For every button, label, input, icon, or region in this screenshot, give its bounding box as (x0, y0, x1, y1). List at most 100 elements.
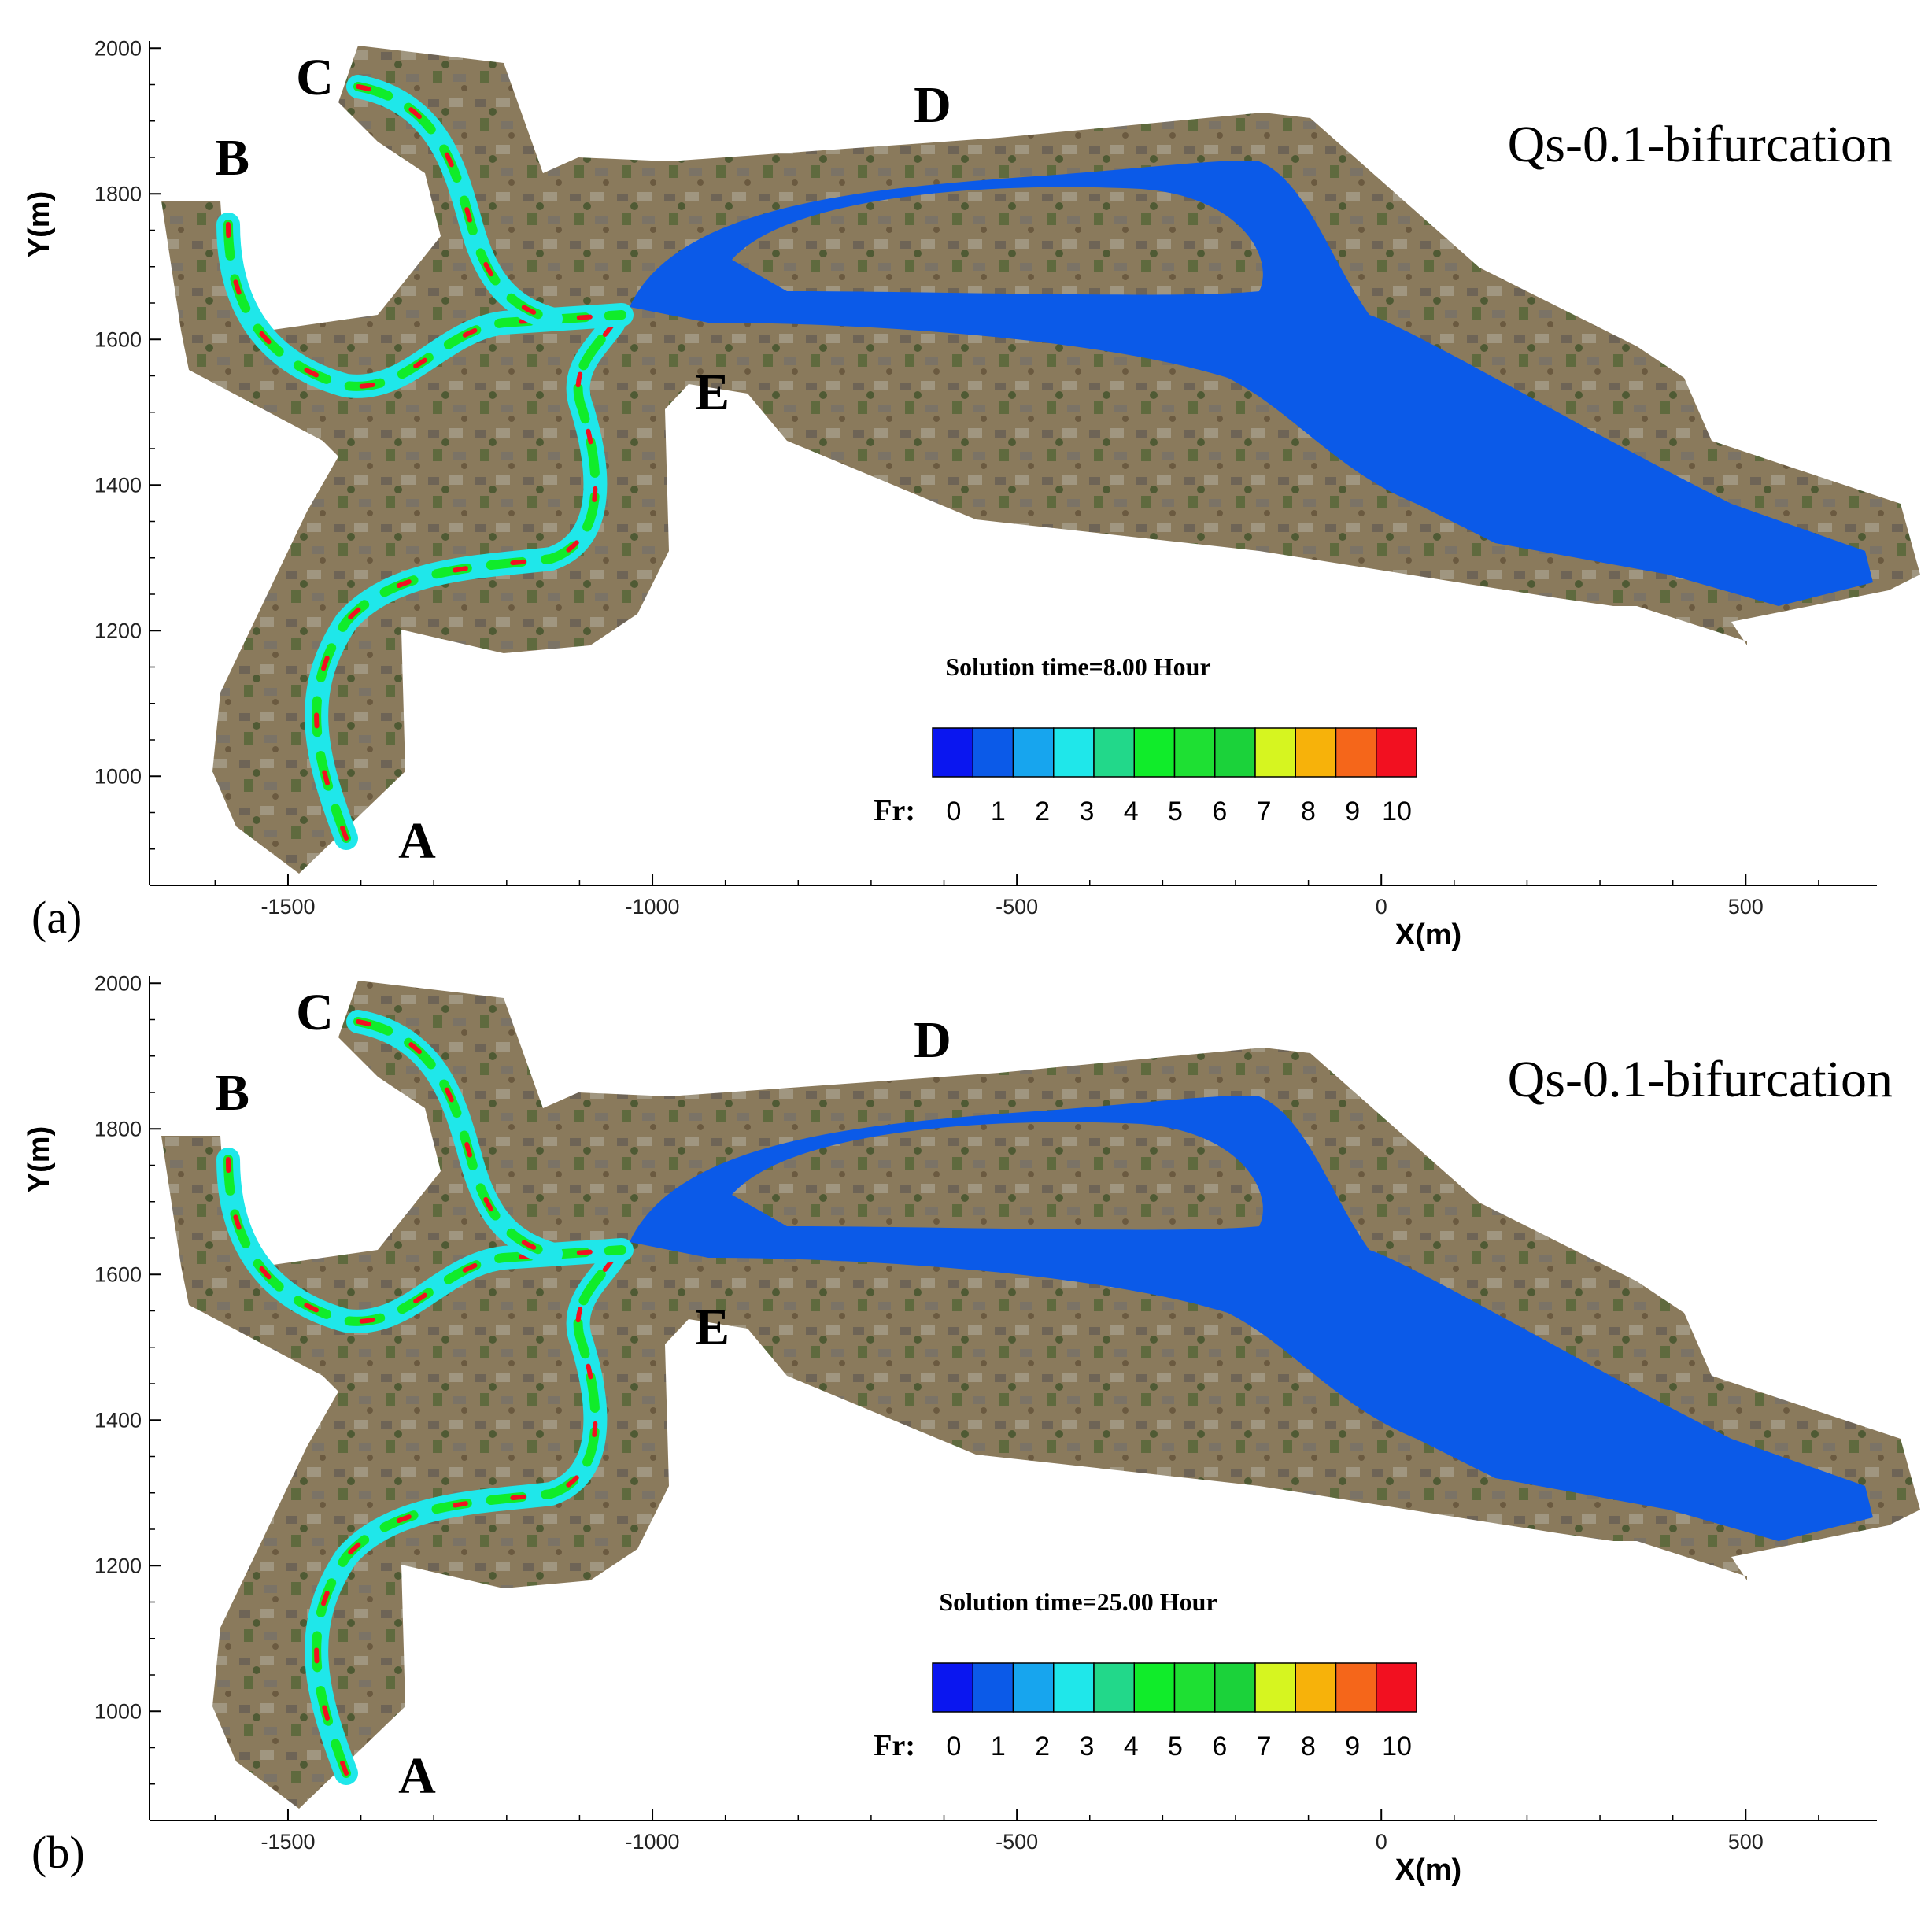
colorbar-tick-label: 1 (991, 1732, 1006, 1761)
x-tick-label: -1500 (260, 1830, 315, 1854)
colorbar-swatch (1254, 727, 1296, 778)
x-axis-label: X(m) (1395, 919, 1461, 952)
y-tick-label: 1000 (94, 1699, 142, 1723)
colorbar-tick-label: 4 (1124, 797, 1139, 826)
terrain-map (161, 981, 1920, 1809)
colorbar-label: Fr: (874, 794, 915, 827)
colorbar-swatch (1053, 727, 1095, 778)
point-label-d: D (914, 1011, 951, 1069)
colorbar-tick-label: 2 (1035, 1732, 1050, 1761)
colorbar-swatch (1376, 727, 1417, 778)
x-tick-label: -1500 (260, 895, 315, 919)
panel-a: -1500 -1000 -500 0 5001000120014001600180020… (23, 36, 1920, 952)
colorbar-tick-label: 0 (947, 1732, 962, 1761)
colorbar-swatch (1173, 1662, 1216, 1713)
point-label-a: A (398, 812, 436, 870)
colorbar-label: Fr: (874, 1729, 915, 1762)
solution-time: Solution time=8.00 Hour (945, 652, 1210, 681)
y-tick-label: 1000 (94, 764, 142, 788)
colorbar-tick-label: 8 (1301, 797, 1316, 826)
point-label-b: B (215, 1064, 249, 1122)
y-tick-label: 1200 (94, 619, 142, 642)
colorbar-swatch (1376, 1662, 1417, 1713)
chart-title: Qs-0.1-bifurcation (1508, 116, 1893, 173)
colorbar-swatch (1133, 727, 1176, 778)
x-tick-label: 500 (1728, 895, 1764, 919)
colorbar-tick-label: 1 (991, 797, 1006, 826)
y-tick-label: 1200 (94, 1554, 142, 1577)
y-tick-label: 1800 (94, 182, 142, 205)
colorbar-swatch (1053, 1662, 1095, 1713)
x-tick-label: -500 (996, 1830, 1038, 1854)
tributary-a-core (314, 1255, 616, 1776)
y-tick-label: 1400 (94, 473, 142, 497)
x-tick-label: -1000 (626, 1830, 680, 1854)
x-axis-label: X(m) (1395, 1854, 1461, 1887)
colorbar-tick-label: 10 (1382, 797, 1412, 826)
colorbar-swatch (932, 1662, 973, 1713)
colorbar-swatch (1093, 727, 1135, 778)
y-tick-label: 2000 (94, 971, 142, 995)
x-tick-label: -500 (996, 895, 1038, 919)
colorbar-swatch (1012, 727, 1055, 778)
colorbar-swatch (1133, 1662, 1176, 1713)
colorbar-swatch (1214, 727, 1256, 778)
colorbar-tick-label: 3 (1079, 797, 1094, 826)
point-label-b: B (215, 129, 249, 187)
colorbar-tick-label: 6 (1212, 1732, 1227, 1761)
tributary-b-core (226, 1157, 624, 1324)
y-tick-label: 1800 (94, 1117, 142, 1140)
colorbar-swatch (1214, 1662, 1256, 1713)
colorbar-tick-label: 6 (1212, 797, 1227, 826)
colorbar-swatch (1093, 1662, 1135, 1713)
colorbar-swatch (1335, 1662, 1377, 1713)
colorbar-tick-label: 4 (1124, 1732, 1139, 1761)
colorbar-tick-label: 2 (1035, 797, 1050, 826)
point-label-c: C (296, 984, 334, 1041)
tributary-c-core (356, 1019, 553, 1256)
x-tick-label: 500 (1728, 1830, 1764, 1854)
colorbar-swatch (1173, 727, 1216, 778)
x-tick-label: 0 (1376, 895, 1387, 919)
y-tick-label: 1600 (94, 1262, 142, 1286)
point-label-c: C (296, 49, 334, 106)
chart-title: Qs-0.1-bifurcation (1508, 1051, 1893, 1108)
colorbar-tick-label: 7 (1257, 797, 1272, 826)
y-tick-label: 2000 (94, 36, 142, 60)
colorbar-swatch (1335, 727, 1377, 778)
colorbar-tick-label: 5 (1168, 797, 1183, 826)
colorbar-tick-label: 8 (1301, 1732, 1316, 1761)
colorbar-tick-label: 0 (947, 797, 962, 826)
colorbar-swatch (1012, 1662, 1055, 1713)
colorbar-swatch (932, 727, 973, 778)
tributary-c-core (356, 84, 553, 321)
island (732, 187, 1263, 295)
colorbar-tick-label: 3 (1079, 1732, 1094, 1761)
tributary-b-core (226, 222, 624, 389)
y-tick-label: 1400 (94, 1408, 142, 1432)
colorbar-swatch (972, 727, 1014, 778)
y-axis-label: Y(m) (23, 1126, 56, 1192)
colorbar-tick-label: 9 (1345, 797, 1360, 826)
colorbar-tick-label: 7 (1257, 1732, 1272, 1761)
y-axis-label: Y(m) (23, 191, 56, 257)
colorbar-swatch (1254, 1662, 1296, 1713)
solution-time: Solution time=25.00 Hour (939, 1588, 1217, 1616)
y-tick-label: 1600 (94, 327, 142, 351)
panel-label: (b) (31, 1827, 85, 1878)
colorbar-tick-label: 10 (1382, 1732, 1412, 1761)
point-label-e: E (695, 364, 730, 421)
colorbar-swatch (1295, 727, 1337, 778)
colorbar-swatch (1295, 1662, 1337, 1713)
colorbar-tick-label: 9 (1345, 1732, 1360, 1761)
point-label-e: E (695, 1299, 730, 1356)
terrain-map (161, 46, 1920, 874)
panel-b: -1500 -1000 -500 0 5001000120014001600180020… (23, 971, 1920, 1887)
tributary-a-core (314, 320, 616, 841)
x-tick-label: 0 (1376, 1830, 1387, 1854)
panel-label: (a) (31, 892, 82, 943)
x-tick-label: -1000 (626, 895, 680, 919)
colorbar-tick-label: 5 (1168, 1732, 1183, 1761)
island (732, 1122, 1263, 1230)
